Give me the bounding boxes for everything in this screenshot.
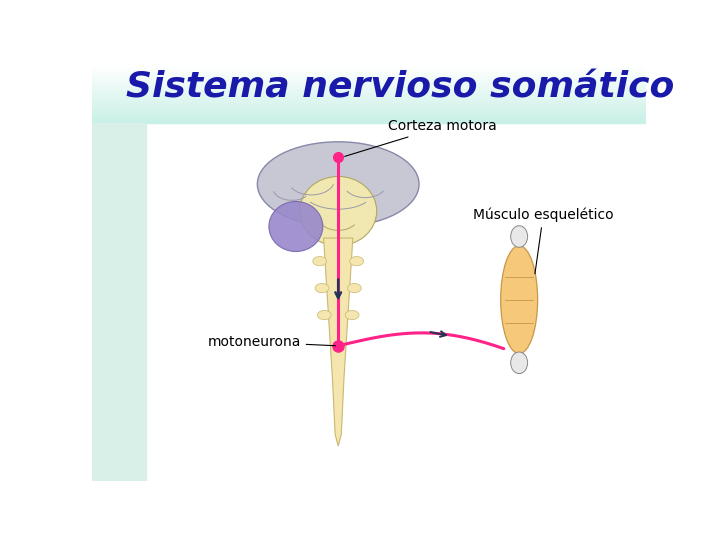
Bar bbox=[92, 123, 145, 481]
Bar bbox=[92, 99, 647, 100]
Bar bbox=[92, 111, 647, 112]
Bar bbox=[92, 98, 647, 99]
Bar bbox=[92, 113, 647, 114]
Bar bbox=[92, 102, 647, 103]
Bar bbox=[92, 87, 647, 88]
Bar bbox=[92, 84, 647, 85]
Bar bbox=[92, 75, 647, 76]
Ellipse shape bbox=[269, 201, 323, 252]
Polygon shape bbox=[323, 238, 353, 446]
Bar bbox=[92, 69, 647, 70]
Bar bbox=[92, 110, 647, 111]
Bar bbox=[92, 119, 647, 120]
Bar bbox=[92, 115, 647, 116]
Text: Músculo esquelético: Músculo esquelético bbox=[473, 208, 613, 274]
Bar bbox=[92, 83, 647, 84]
Bar bbox=[92, 82, 647, 83]
Ellipse shape bbox=[510, 352, 528, 374]
Bar bbox=[92, 121, 647, 122]
Bar bbox=[92, 120, 647, 121]
Ellipse shape bbox=[315, 284, 329, 293]
Bar bbox=[92, 76, 647, 77]
Bar bbox=[92, 94, 647, 96]
Bar bbox=[92, 86, 647, 87]
Bar bbox=[92, 79, 647, 80]
Bar bbox=[92, 78, 647, 79]
Ellipse shape bbox=[350, 256, 364, 266]
Bar bbox=[92, 103, 647, 104]
Bar bbox=[92, 70, 647, 71]
Bar bbox=[92, 114, 647, 115]
Bar bbox=[92, 116, 647, 117]
Bar bbox=[92, 105, 647, 106]
Bar bbox=[92, 85, 647, 86]
Bar bbox=[92, 112, 647, 113]
Bar bbox=[92, 107, 647, 108]
Ellipse shape bbox=[300, 177, 377, 246]
Text: motoneurona: motoneurona bbox=[207, 335, 336, 349]
Bar bbox=[92, 100, 647, 101]
Bar bbox=[92, 109, 647, 110]
Bar bbox=[92, 92, 647, 93]
Ellipse shape bbox=[312, 256, 327, 266]
Bar bbox=[92, 72, 647, 73]
Bar bbox=[92, 65, 647, 66]
Bar bbox=[92, 73, 647, 75]
Bar bbox=[92, 80, 647, 81]
Ellipse shape bbox=[345, 310, 359, 320]
Bar bbox=[92, 68, 647, 69]
Bar bbox=[92, 97, 647, 98]
Bar bbox=[92, 90, 647, 91]
Bar bbox=[92, 71, 647, 72]
Ellipse shape bbox=[318, 310, 331, 320]
Bar bbox=[92, 117, 647, 118]
Bar bbox=[92, 89, 647, 90]
Bar bbox=[92, 122, 647, 123]
Bar bbox=[92, 77, 647, 78]
Bar bbox=[92, 96, 647, 97]
Bar bbox=[92, 81, 647, 82]
Bar bbox=[92, 67, 647, 68]
Bar bbox=[92, 66, 647, 67]
Bar bbox=[92, 101, 647, 102]
Text: Corteza motora: Corteza motora bbox=[345, 119, 497, 157]
Bar bbox=[92, 104, 647, 105]
Bar bbox=[92, 88, 647, 89]
Bar bbox=[92, 106, 647, 107]
Bar bbox=[92, 118, 647, 119]
Ellipse shape bbox=[500, 246, 538, 354]
Bar bbox=[92, 108, 647, 109]
Ellipse shape bbox=[257, 142, 419, 226]
Bar bbox=[92, 93, 647, 94]
Bar bbox=[92, 91, 647, 92]
Ellipse shape bbox=[348, 284, 361, 293]
Ellipse shape bbox=[510, 226, 528, 247]
Text: Sistema nervioso somático: Sistema nervioso somático bbox=[125, 71, 674, 105]
